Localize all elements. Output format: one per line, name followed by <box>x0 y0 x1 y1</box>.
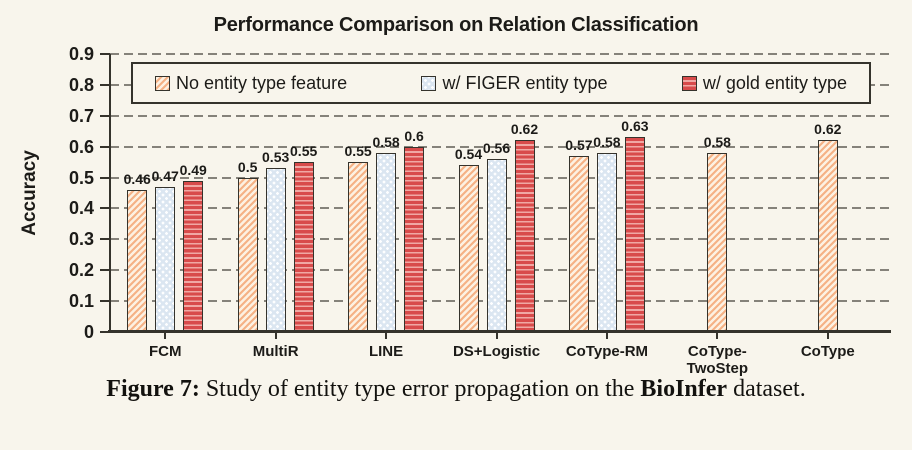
bar-value-label: 0.62 <box>814 121 842 138</box>
bar-value-label: 0.54 <box>454 146 483 163</box>
bar <box>127 189 148 332</box>
bar-value-label: 0.58 <box>372 133 400 150</box>
bar <box>596 152 617 332</box>
bar-value-label: 0.49 <box>179 161 207 178</box>
bar <box>486 159 507 332</box>
bar-value-label: 0.63 <box>621 118 649 135</box>
y-tick-label: 0.6 <box>68 136 94 157</box>
chart-title: Performance Comparison on Relation Class… <box>213 14 699 36</box>
y-axis-tick <box>100 300 110 303</box>
y-axis-tick <box>100 207 110 210</box>
y-axis-tick <box>100 331 110 333</box>
gridline <box>110 114 889 117</box>
plot-area: 0 0.1 0.2 0.3 0.4 0.5 0.6 0.7 0.8 0.9 FCM 0.46 0.47 0… <box>69 44 891 377</box>
y-axis-tick <box>100 238 110 241</box>
caption-dataset-name: BioInfer <box>640 376 728 402</box>
bar-value-label: 0.58 <box>703 133 731 150</box>
legend-swatch-1 <box>421 75 437 91</box>
bar <box>376 152 397 332</box>
caption-figure-number: Figure 7: <box>106 376 200 402</box>
legend-item: w/ FIGER entity type <box>421 72 608 94</box>
x-axis-tick <box>826 333 829 339</box>
bar-value-label: 0.56 <box>482 140 511 157</box>
bar <box>183 180 204 332</box>
y-tick-label: 0.1 <box>68 291 94 312</box>
legend-item: w/ gold entity type <box>681 72 847 94</box>
y-tick-label: 0.2 <box>68 260 94 281</box>
bar-value-label: 0.53 <box>262 149 290 166</box>
bar <box>707 152 728 332</box>
gridline <box>110 53 889 55</box>
y-axis <box>109 54 111 333</box>
bar-value-label: 0.57 <box>565 136 593 153</box>
y-tick-label: 0.8 <box>68 74 94 95</box>
bar <box>265 168 286 332</box>
category-label: FCM <box>148 343 182 360</box>
y-axis-tick <box>100 83 110 86</box>
caption-text: Study of entity type error propagation o… <box>199 376 641 402</box>
legend-label: No entity type feature <box>176 72 348 93</box>
y-axis-tick <box>100 176 110 179</box>
legend-label: w/ gold entity type <box>702 72 847 93</box>
bar <box>514 140 535 332</box>
bar-value-label: 0.62 <box>510 121 539 138</box>
y-tick-label: 0.9 <box>68 44 94 64</box>
legend-swatch-0 <box>155 75 170 91</box>
bar <box>568 155 589 332</box>
gridline <box>110 145 889 148</box>
category-label: DS+Logistic <box>452 343 541 360</box>
bar <box>348 162 369 332</box>
bar <box>817 140 838 332</box>
y-tick-label: 0 <box>83 322 94 342</box>
bar <box>404 146 425 332</box>
y-tick-label: 0.5 <box>68 167 94 188</box>
bar <box>458 165 479 332</box>
y-tick-label: 0.7 <box>68 105 94 126</box>
bar <box>293 162 314 332</box>
bar-value-label: 0.47 <box>151 167 179 184</box>
bar-value-label: 0.58 <box>593 133 621 150</box>
bar <box>155 186 176 332</box>
category-label: CoType <box>800 343 855 360</box>
bar-value-label: 0.46 <box>123 170 151 187</box>
y-axis-tick <box>100 145 110 148</box>
y-axis-tick <box>100 269 110 272</box>
y-tick-label: 0.4 <box>68 198 94 219</box>
figure-caption: Figure 7: Study of entity type error pro… <box>0 376 912 403</box>
category-label: CoType-RM <box>565 343 649 360</box>
x-axis-tick <box>164 333 167 339</box>
x-axis-tick <box>385 333 388 339</box>
caption-suffix: dataset. <box>727 376 806 402</box>
legend: No entity type feature w/ FIGER entity ty… <box>131 62 871 104</box>
category-label: LINE <box>368 343 404 360</box>
category-label: CoType-TwoStep <box>686 343 749 377</box>
y-axis-tick <box>100 53 110 55</box>
y-tick-label: 0.3 <box>68 229 94 250</box>
bar <box>624 137 645 332</box>
y-axis-label: Accuracy <box>19 150 40 236</box>
x-axis-tick <box>716 333 719 339</box>
legend-item: No entity type feature <box>155 73 347 94</box>
bar-value-label: 0.6 <box>404 127 424 144</box>
bar-value-label: 0.55 <box>290 143 318 160</box>
bar-value-label: 0.5 <box>237 158 258 175</box>
bar <box>237 177 258 332</box>
x-axis-tick <box>274 333 277 339</box>
legend-swatch-2 <box>681 75 697 91</box>
x-axis-tick <box>605 333 608 339</box>
bar-value-label: 0.55 <box>344 143 372 160</box>
category-label: MultiR <box>252 343 299 360</box>
x-axis-tick <box>495 333 498 339</box>
y-axis-tick <box>100 114 110 117</box>
legend-label: w/ FIGER entity type <box>442 72 608 93</box>
x-axis <box>108 330 891 333</box>
